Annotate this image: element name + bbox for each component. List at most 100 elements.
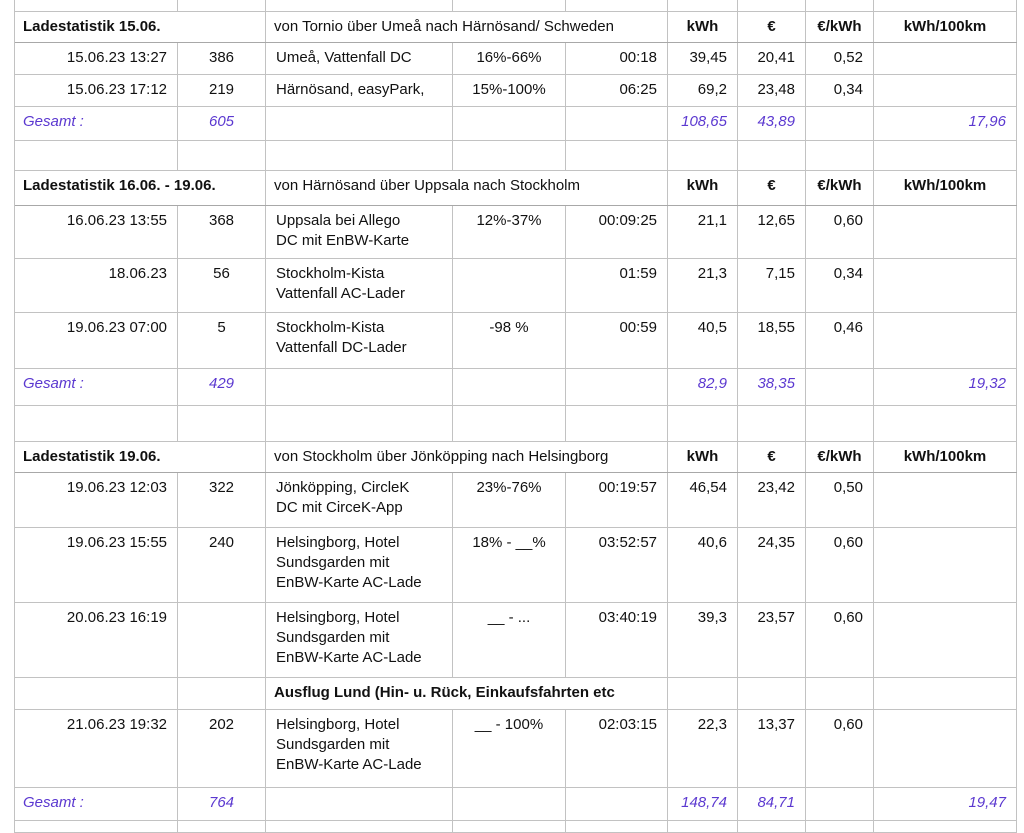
cell-total-label[interactable]: Gesamt : — [15, 107, 178, 140]
cell-eur[interactable]: 23,57 — [738, 603, 806, 677]
cell-kwh[interactable]: 21,3 — [668, 259, 738, 312]
section-title[interactable]: Ladestatistik 15.06. — [15, 12, 266, 42]
cell-eur[interactable]: 7,15 — [738, 259, 806, 312]
column-header-kwh-per-100km[interactable]: kWh/100km — [874, 171, 1017, 205]
cell-empty[interactable] — [266, 369, 453, 405]
cell-charge-percent[interactable]: 16%-66% — [453, 43, 566, 74]
cell-location[interactable]: Umeå, Vattenfall DC — [266, 43, 453, 74]
cell-empty[interactable] — [566, 406, 668, 441]
cell-eur[interactable]: 20,41 — [738, 43, 806, 74]
cell-empty[interactable] — [566, 369, 668, 405]
cell-kwh[interactable]: 39,45 — [668, 43, 738, 74]
cell-charge-percent[interactable]: -98 % — [453, 313, 566, 368]
cell-empty[interactable] — [668, 821, 738, 832]
cell-empty[interactable] — [178, 678, 266, 709]
cell-kwh-per-100km[interactable] — [874, 528, 1017, 602]
cell-total-km[interactable]: 429 — [178, 369, 266, 405]
cell-empty[interactable] — [453, 369, 566, 405]
cell-datetime[interactable]: 19.06.23 12:03 — [15, 473, 178, 527]
cell-location[interactable]: Stockholm-Kista Vattenfall AC-Lader — [266, 259, 453, 312]
section-route[interactable]: von Stockholm über Jönköpping nach Helsi… — [266, 442, 668, 472]
cell-empty[interactable] — [806, 788, 874, 820]
cell-duration[interactable]: 01:59 — [566, 259, 668, 312]
cell-datetime[interactable]: 20.06.23 16:19 — [15, 603, 178, 677]
cell-total-kwh[interactable]: 108,65 — [668, 107, 738, 140]
cell-empty[interactable] — [266, 788, 453, 820]
cell-empty[interactable] — [15, 406, 178, 441]
column-header-eur[interactable]: € — [738, 442, 806, 472]
cell-kwh-per-100km[interactable] — [874, 43, 1017, 74]
cell-total-kwh[interactable]: 82,9 — [668, 369, 738, 405]
cell-empty[interactable] — [566, 821, 668, 832]
cell-empty[interactable] — [266, 107, 453, 140]
cell-empty[interactable] — [566, 0, 668, 11]
cell-kwh-per-100km[interactable] — [874, 75, 1017, 106]
cell-distance-km[interactable]: 56 — [178, 259, 266, 312]
cell-distance-km[interactable]: 322 — [178, 473, 266, 527]
column-header-eur-per-kwh[interactable]: €/kWh — [806, 12, 874, 42]
column-header-eur[interactable]: € — [738, 171, 806, 205]
cell-charge-percent[interactable]: 18% - __% — [453, 528, 566, 602]
cell-datetime[interactable]: 16.06.23 13:55 — [15, 206, 178, 258]
cell-eur-per-kwh[interactable]: 0,34 — [806, 259, 874, 312]
cell-empty[interactable] — [453, 788, 566, 820]
cell-empty[interactable] — [806, 678, 874, 709]
cell-empty[interactable] — [566, 141, 668, 170]
cell-kwh[interactable]: 21,1 — [668, 206, 738, 258]
cell-empty[interactable] — [874, 0, 1017, 11]
cell-eur-per-kwh[interactable]: 0,52 — [806, 43, 874, 74]
cell-eur-per-kwh[interactable]: 0,50 — [806, 473, 874, 527]
cell-total-km[interactable]: 605 — [178, 107, 266, 140]
cell-empty[interactable] — [806, 0, 874, 11]
section-route[interactable]: von Tornio über Umeå nach Härnösand/ Sch… — [266, 12, 668, 42]
cell-eur[interactable]: 18,55 — [738, 313, 806, 368]
cell-empty[interactable] — [178, 406, 266, 441]
cell-empty[interactable] — [738, 141, 806, 170]
cell-datetime[interactable]: 15.06.23 13:27 — [15, 43, 178, 74]
cell-distance-km[interactable] — [178, 603, 266, 677]
cell-empty[interactable] — [266, 0, 453, 11]
cell-datetime[interactable]: 21.06.23 19:32 — [15, 710, 178, 787]
cell-empty[interactable] — [738, 406, 806, 441]
cell-eur[interactable]: 12,65 — [738, 206, 806, 258]
cell-eur[interactable]: 23,48 — [738, 75, 806, 106]
cell-empty[interactable] — [178, 141, 266, 170]
cell-kwh-per-100km[interactable] — [874, 473, 1017, 527]
cell-empty[interactable] — [668, 141, 738, 170]
cell-eur-per-kwh[interactable]: 0,60 — [806, 528, 874, 602]
cell-charge-percent[interactable]: 15%-100% — [453, 75, 566, 106]
cell-total-kwh[interactable]: 148,74 — [668, 788, 738, 820]
cell-empty[interactable] — [806, 141, 874, 170]
cell-kwh[interactable]: 46,54 — [668, 473, 738, 527]
cell-empty[interactable] — [668, 678, 738, 709]
cell-empty[interactable] — [738, 821, 806, 832]
cell-kwh-per-100km[interactable] — [874, 259, 1017, 312]
cell-empty[interactable] — [15, 678, 178, 709]
section-title[interactable]: Ladestatistik 19.06. — [15, 442, 266, 472]
cell-charge-percent[interactable] — [453, 259, 566, 312]
cell-charge-percent[interactable]: 23%-76% — [453, 473, 566, 527]
cell-charge-percent[interactable]: __ - 100% — [453, 710, 566, 787]
cell-empty[interactable] — [806, 821, 874, 832]
cell-total-km[interactable]: 764 — [178, 788, 266, 820]
cell-kwh[interactable]: 69,2 — [668, 75, 738, 106]
cell-note[interactable]: Ausflug Lund (Hin- u. Rück, Einkaufsfahr… — [266, 678, 668, 709]
cell-location[interactable]: Stockholm-Kista Vattenfall DC-Lader — [266, 313, 453, 368]
cell-location[interactable]: Helsingborg, Hotel Sundsgarden mit EnBW-… — [266, 528, 453, 602]
cell-datetime[interactable]: 19.06.23 07:00 — [15, 313, 178, 368]
cell-duration[interactable]: 00:18 — [566, 43, 668, 74]
cell-kwh[interactable]: 40,6 — [668, 528, 738, 602]
cell-eur-per-kwh[interactable]: 0,60 — [806, 206, 874, 258]
cell-empty[interactable] — [15, 141, 178, 170]
cell-empty[interactable] — [874, 141, 1017, 170]
cell-distance-km[interactable]: 240 — [178, 528, 266, 602]
cell-empty[interactable] — [453, 406, 566, 441]
cell-eur-per-kwh[interactable]: 0,46 — [806, 313, 874, 368]
cell-total-eur[interactable]: 38,35 — [738, 369, 806, 405]
cell-total-kwh-per-100km[interactable]: 19,32 — [874, 369, 1017, 405]
cell-duration[interactable]: 03:52:57 — [566, 528, 668, 602]
cell-empty[interactable] — [738, 0, 806, 11]
cell-eur[interactable]: 24,35 — [738, 528, 806, 602]
column-header-eur-per-kwh[interactable]: €/kWh — [806, 442, 874, 472]
column-header-kwh[interactable]: kWh — [668, 171, 738, 205]
